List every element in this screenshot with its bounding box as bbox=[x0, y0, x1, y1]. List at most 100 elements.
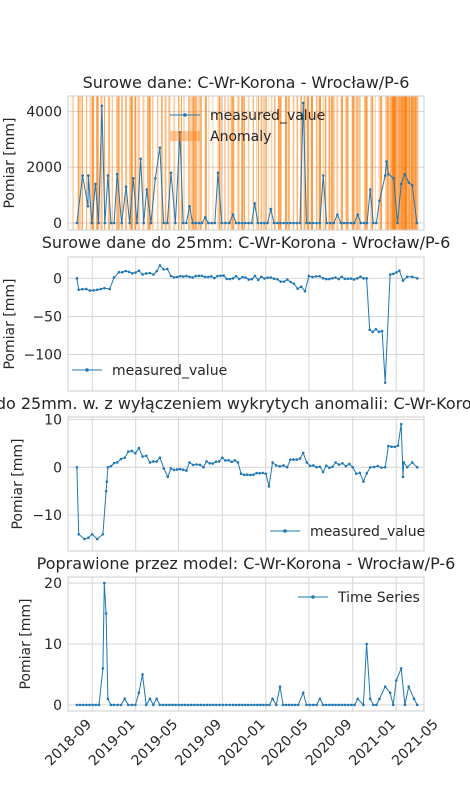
anomaly-span bbox=[409, 96, 412, 230]
data-point bbox=[237, 277, 241, 281]
data-point bbox=[88, 703, 91, 707]
data-point bbox=[126, 450, 130, 453]
data-point bbox=[339, 221, 343, 225]
anomaly-span bbox=[395, 96, 397, 230]
data-point bbox=[144, 703, 148, 707]
data-point bbox=[407, 685, 410, 688]
y-tick-label: −10 bbox=[32, 508, 62, 524]
data-point bbox=[375, 221, 378, 225]
data-point bbox=[81, 287, 84, 291]
data-point bbox=[174, 221, 177, 225]
data-point bbox=[396, 221, 399, 225]
y-tick-label: 4000 bbox=[26, 104, 62, 120]
data-point bbox=[103, 221, 107, 225]
data-point bbox=[282, 221, 286, 225]
legend: Time Series bbox=[298, 590, 420, 606]
data-point bbox=[104, 612, 108, 615]
anomaly-span bbox=[238, 96, 240, 230]
y-tick-label: 0 bbox=[53, 216, 62, 232]
data-point bbox=[296, 703, 300, 707]
data-point bbox=[161, 703, 165, 707]
anomaly-span bbox=[230, 96, 233, 230]
anomaly-span bbox=[168, 96, 171, 230]
data-point bbox=[231, 213, 235, 216]
data-point bbox=[75, 703, 79, 707]
anomaly-span bbox=[116, 96, 119, 230]
data-point bbox=[213, 276, 216, 280]
data-point bbox=[301, 691, 305, 695]
data-point bbox=[197, 274, 201, 278]
data-point bbox=[217, 460, 221, 463]
data-point bbox=[155, 269, 159, 273]
anomaly-span bbox=[125, 96, 128, 230]
anomaly-span bbox=[232, 96, 235, 230]
data-point bbox=[183, 703, 187, 707]
anomaly-span bbox=[268, 96, 270, 230]
data-point bbox=[295, 221, 299, 225]
data-point bbox=[224, 221, 227, 225]
data-point bbox=[259, 221, 263, 225]
data-point bbox=[172, 276, 176, 279]
anomaly-span bbox=[318, 96, 322, 230]
data-point bbox=[383, 174, 387, 177]
anomaly-span bbox=[306, 96, 309, 230]
y-axis-label: Pomiar [mm] bbox=[10, 438, 26, 529]
data-point bbox=[199, 703, 203, 707]
x-tick-label: 2019-01 bbox=[86, 717, 139, 770]
data-point bbox=[169, 274, 173, 278]
data-point bbox=[252, 703, 256, 707]
data-point bbox=[186, 703, 190, 707]
data-point bbox=[331, 703, 334, 707]
anomaly-span bbox=[345, 96, 348, 230]
data-point bbox=[112, 461, 116, 465]
data-point bbox=[149, 221, 153, 225]
data-point bbox=[193, 703, 196, 707]
data-point bbox=[86, 204, 90, 208]
legend-swatch-marker bbox=[283, 529, 287, 533]
data-point bbox=[87, 174, 90, 177]
y-tick-label: 20 bbox=[44, 576, 62, 592]
data-point bbox=[263, 221, 266, 225]
data-point bbox=[148, 461, 152, 464]
data-point bbox=[303, 289, 307, 293]
data-point bbox=[90, 221, 94, 225]
data-point bbox=[203, 275, 207, 279]
data-point bbox=[234, 221, 238, 225]
data-point bbox=[362, 703, 365, 707]
data-point bbox=[221, 703, 225, 707]
data-point bbox=[308, 703, 312, 707]
data-point bbox=[234, 703, 238, 707]
anomaly-span bbox=[280, 96, 282, 230]
data-point bbox=[299, 285, 303, 289]
data-point bbox=[85, 703, 88, 707]
anomaly-span bbox=[287, 96, 290, 230]
data-point bbox=[375, 703, 378, 707]
legend: measured_value bbox=[72, 363, 227, 379]
data-point bbox=[91, 703, 94, 707]
y-axis-label: Pomiar [mm] bbox=[18, 598, 34, 689]
data-point bbox=[126, 703, 130, 707]
data-point bbox=[324, 464, 328, 467]
data-point bbox=[106, 465, 110, 469]
data-point bbox=[358, 471, 362, 475]
legend-entry: Anomaly bbox=[210, 129, 271, 145]
data-point bbox=[351, 465, 355, 469]
anomaly-span bbox=[353, 96, 356, 230]
data-point bbox=[105, 480, 109, 483]
anomaly-span bbox=[270, 96, 273, 230]
data-point bbox=[331, 276, 334, 280]
anomaly-span bbox=[310, 96, 313, 230]
data-point bbox=[166, 475, 170, 479]
data-point bbox=[256, 278, 260, 282]
data-point bbox=[346, 277, 350, 281]
data-point bbox=[95, 537, 99, 541]
data-point bbox=[182, 468, 185, 472]
data-point bbox=[171, 703, 174, 707]
anomaly-span bbox=[390, 96, 393, 230]
data-point bbox=[104, 489, 108, 493]
data-point bbox=[208, 703, 212, 707]
data-point bbox=[198, 463, 202, 467]
data-point bbox=[387, 172, 390, 176]
data-point bbox=[346, 703, 350, 707]
